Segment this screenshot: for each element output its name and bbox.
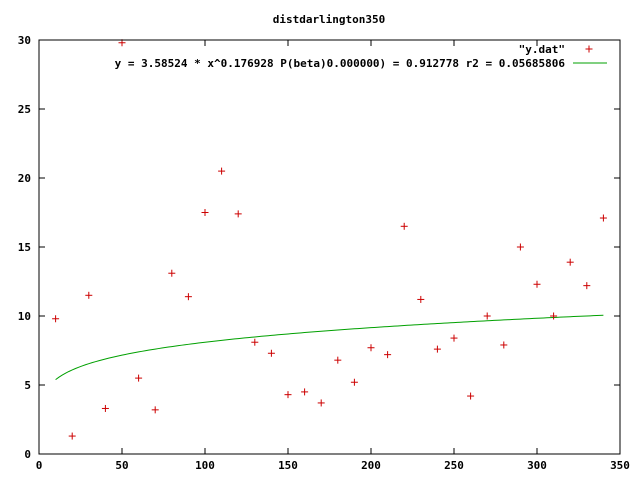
data-point (68, 432, 76, 440)
data-point (184, 293, 192, 301)
x-tick-label: 300 (527, 459, 547, 472)
x-tick-label: 50 (115, 459, 128, 472)
y-tick-label: 20 (18, 172, 31, 185)
data-point (267, 349, 275, 357)
data-point (251, 338, 259, 346)
data-point (151, 406, 159, 414)
data-point (566, 258, 574, 266)
legend: "y.dat" y = 3.58524 * x^0.176928 P(beta)… (115, 43, 607, 70)
data-point (516, 243, 524, 251)
x-axis: 0 50 100 150 200 250 300 350 (36, 40, 630, 472)
data-point (417, 295, 425, 303)
data-point (301, 388, 309, 396)
fit-curve (55, 314, 604, 381)
data-point (450, 334, 458, 342)
x-tick-label: 100 (195, 459, 215, 472)
chart-title: distdarlington350 (273, 13, 386, 26)
data-point (101, 404, 109, 412)
x-tick-label: 250 (444, 459, 464, 472)
legend-label-data: "y.dat" (519, 43, 565, 56)
data-point (284, 391, 292, 399)
legend-label-fit: y = 3.58524 * x^0.176928 P(beta)0.000000… (115, 57, 566, 70)
y-tick-label: 30 (18, 34, 31, 47)
y-tick-label: 15 (18, 241, 31, 254)
y-tick-label: 25 (18, 103, 31, 116)
data-point (218, 167, 226, 175)
data-point (599, 214, 607, 222)
x-tick-label: 200 (361, 459, 381, 472)
data-point (367, 344, 375, 352)
data-point (550, 312, 558, 320)
legend-plus-marker (585, 45, 593, 53)
data-point (384, 351, 392, 359)
data-point (433, 345, 441, 353)
data-point (234, 210, 242, 218)
data-point (583, 282, 591, 290)
y-tick-label: 5 (24, 379, 31, 392)
x-tick-label: 0 (36, 459, 43, 472)
plot-area (52, 39, 607, 440)
y-axis: 0 5 10 15 20 25 30 (18, 34, 620, 461)
plot-frame (38, 39, 621, 455)
data-point (317, 399, 325, 407)
data-point (201, 209, 209, 216)
data-point (500, 341, 508, 349)
y-tick-label: 10 (18, 310, 31, 323)
data-point (483, 312, 491, 320)
legend-marker-data (585, 45, 593, 53)
data-point (52, 315, 60, 323)
data-point (400, 222, 408, 230)
data-point (85, 291, 93, 299)
data-point (533, 280, 541, 288)
data-point (135, 374, 143, 382)
x-tick-label: 150 (278, 459, 298, 472)
data-point (350, 378, 358, 386)
data-point (334, 356, 342, 364)
y-tick-label: 0 (24, 448, 31, 461)
x-tick-label: 350 (610, 459, 630, 472)
data-point (467, 392, 475, 400)
data-point (168, 269, 176, 277)
